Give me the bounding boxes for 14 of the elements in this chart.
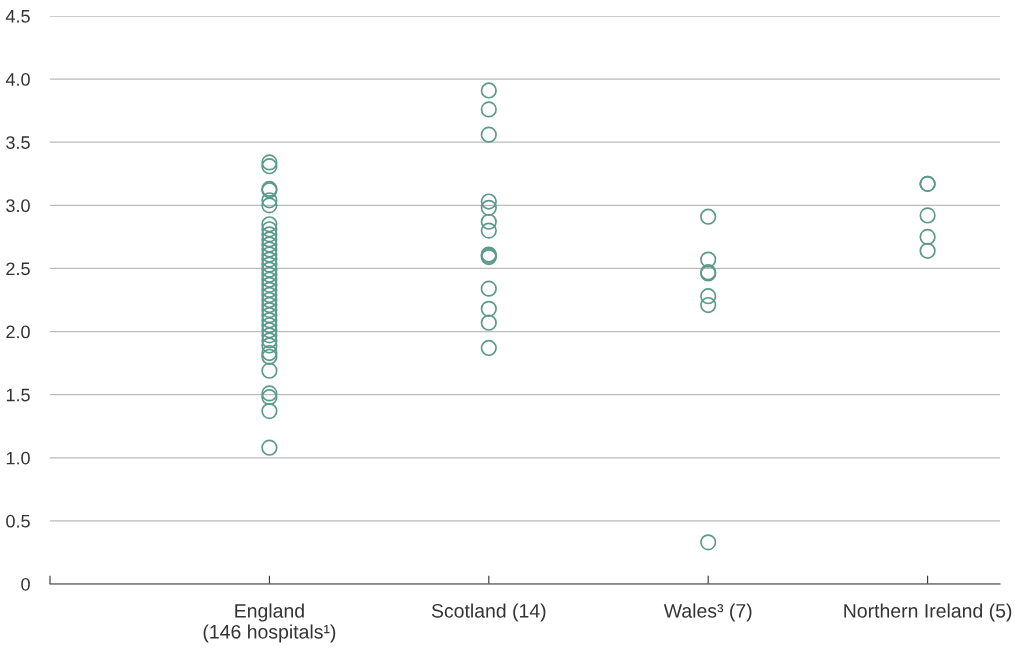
y-tick-label: 1.5 xyxy=(6,388,30,402)
y-tick-label: 0 xyxy=(21,577,30,591)
y-tick-label: 4.0 xyxy=(5,73,30,86)
y-tick-label: 4.5 xyxy=(5,10,30,23)
y-tick-label: 3.5 xyxy=(6,136,30,149)
x-tick-label: Wales³ (7) xyxy=(663,603,752,622)
x-tick-label: Scotland (14) xyxy=(431,603,546,622)
y-tick-label: 0.5 xyxy=(6,514,30,528)
y-tick-label: 2.0 xyxy=(6,325,30,339)
y-tick-label: 1.0 xyxy=(6,451,30,465)
y-tick-label: 2.5 xyxy=(6,262,30,276)
x-tick-label: Northern Ireland (5) xyxy=(844,603,1012,622)
x-tick-label: England (146 hospitals¹) xyxy=(203,603,336,643)
y-tick-label: 3.0 xyxy=(6,199,30,213)
